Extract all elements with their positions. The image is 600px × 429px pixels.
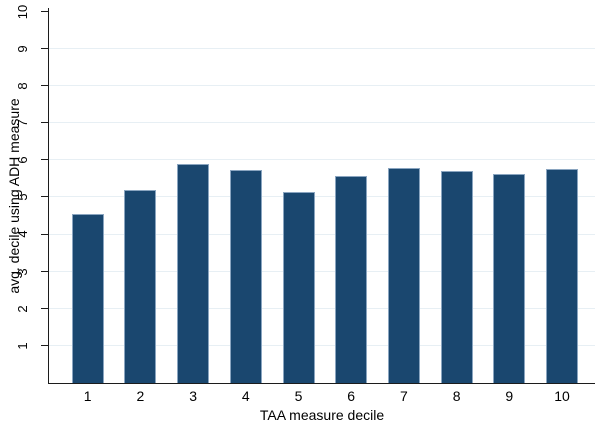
y-tick-label: 7 (15, 119, 30, 127)
x-tick-label: 3 (189, 388, 197, 404)
bar (124, 189, 157, 383)
y-tick-label: 6 (15, 156, 30, 164)
y-axis-tick (41, 307, 48, 309)
bar (546, 169, 578, 383)
y-tick-label: 9 (15, 45, 30, 53)
plot-area: TAA measure decile 1 2 3 4 5 6 7 8 9 10 1 2 3 4 5 6 7 8 9 1… (15, 4, 595, 423)
y-axis-tick (41, 233, 48, 235)
y-tick-label: 10 (15, 4, 30, 19)
x-tick-label: 9 (505, 388, 514, 404)
gridline (49, 233, 595, 235)
x-axis-title: TAA measure decile (259, 407, 385, 423)
y-axis-tick (41, 122, 48, 124)
gridline (49, 47, 595, 49)
gridline (49, 84, 595, 86)
x-tick-label: 7 (399, 388, 408, 404)
y-tick-label: 3 (15, 268, 30, 276)
bar (71, 214, 104, 383)
y-axis-tick (41, 47, 48, 49)
x-tick-label: 10 (554, 388, 570, 404)
bar (229, 169, 262, 383)
y-tick-label: 1 (15, 342, 30, 350)
gridline (49, 270, 595, 272)
x-tick-label: 1 (83, 388, 92, 404)
y-tick-label: 5 (15, 193, 30, 201)
y-axis-tick (41, 10, 48, 12)
y-axis-tick (41, 270, 48, 272)
bar (335, 176, 368, 383)
gridline (49, 122, 595, 124)
x-tick-label: 4 (241, 388, 250, 404)
bar (177, 163, 210, 383)
x-tick-label: 8 (452, 388, 461, 404)
bar (493, 173, 526, 383)
y-axis-tick (41, 344, 48, 346)
x-tick-label: 6 (347, 388, 356, 404)
gridline (49, 196, 595, 198)
bar (282, 191, 315, 383)
bar (440, 170, 473, 383)
gridline (49, 159, 595, 161)
y-tick-label: 4 (15, 230, 30, 239)
y-axis-tick (41, 159, 48, 161)
y-tick-label: 8 (15, 82, 30, 90)
x-tick-label: 5 (294, 388, 303, 404)
y-tick-label: 2 (15, 305, 30, 313)
gridline (49, 307, 595, 309)
y-axis-tick (41, 84, 48, 86)
y-axis-tick (41, 196, 48, 198)
gridline (49, 344, 595, 346)
bar (387, 168, 420, 383)
x-tick-label: 2 (136, 388, 145, 404)
